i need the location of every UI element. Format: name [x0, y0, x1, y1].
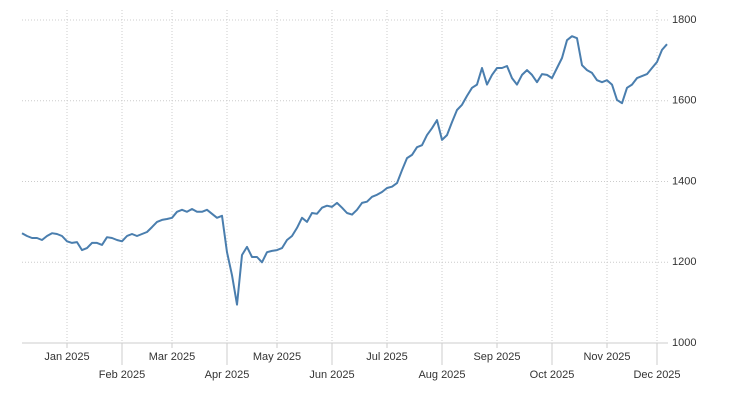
x-tick-label: Nov 2025	[583, 351, 630, 363]
y-tick-label: 1000	[672, 337, 696, 349]
x-tick-label: Sep 2025	[473, 351, 520, 363]
x-tick-label: May 2025	[253, 351, 301, 363]
y-tick-label: 1400	[672, 175, 696, 187]
y-tick-label: 1200	[672, 256, 696, 268]
x-tick-label: Aug 2025	[418, 369, 465, 381]
y-tick-label: 1600	[672, 95, 696, 107]
x-tick-label: Apr 2025	[205, 369, 250, 381]
x-tick-label: Jan 2025	[44, 351, 89, 363]
x-tick-label: Mar 2025	[149, 351, 195, 363]
x-tick-label: Feb 2025	[99, 369, 145, 381]
x-tick-label: Jul 2025	[366, 351, 408, 363]
x-tick-label: Dec 2025	[633, 369, 680, 381]
x-tick-label: Oct 2025	[530, 369, 575, 381]
y-tick-label: 1800	[672, 14, 696, 26]
price-line	[21, 35, 668, 306]
x-tick-label: Jun 2025	[309, 369, 354, 381]
